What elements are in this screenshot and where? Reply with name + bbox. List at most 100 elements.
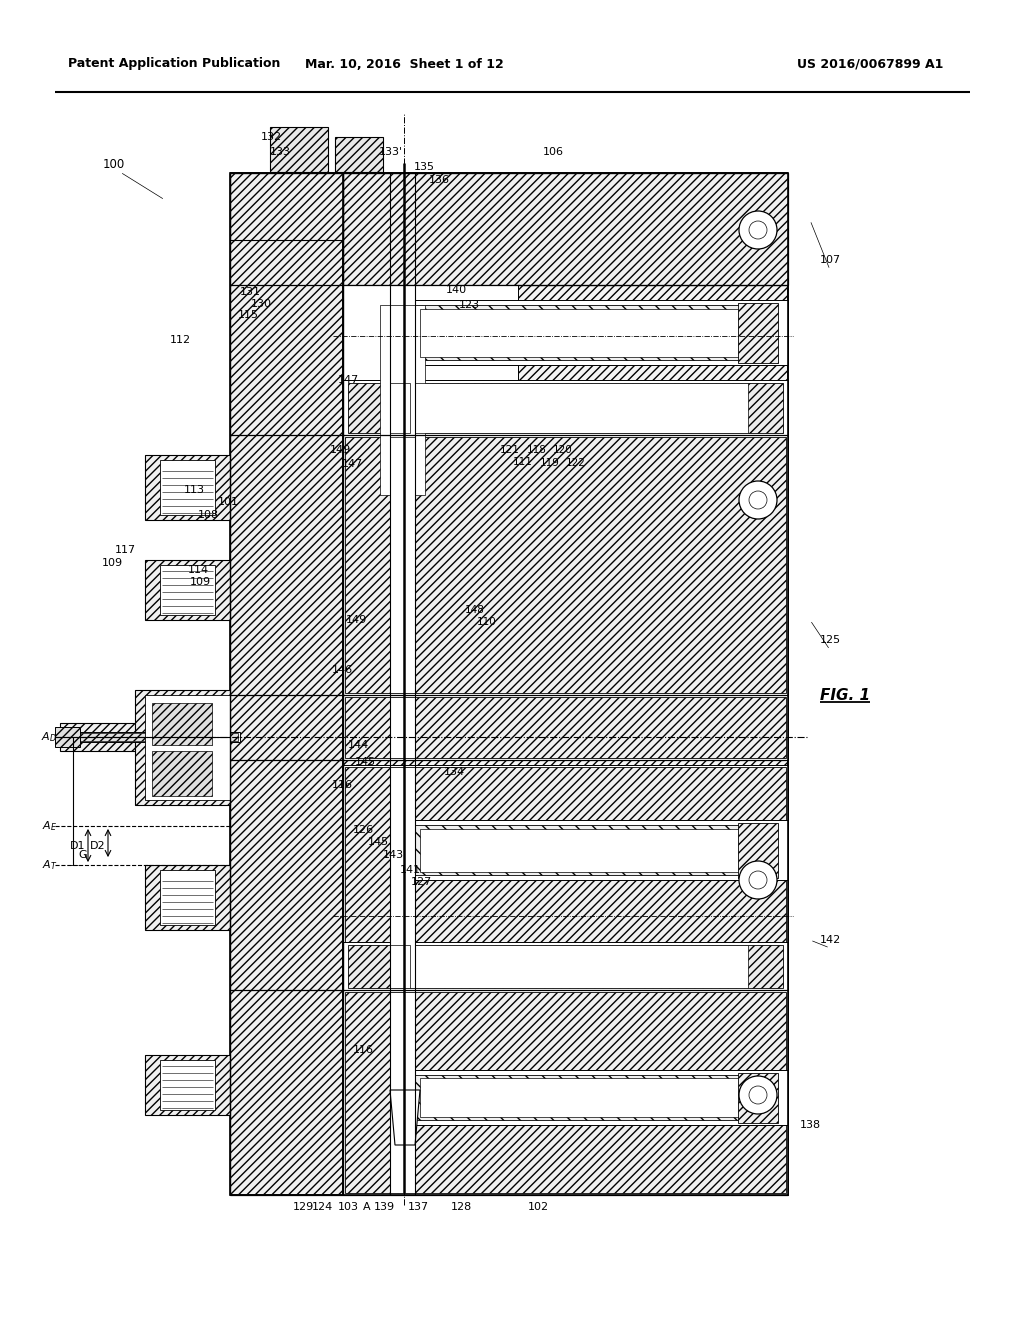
Text: 132: 132	[260, 132, 282, 143]
Text: 102: 102	[527, 1203, 549, 1212]
Text: 109: 109	[189, 577, 211, 587]
Bar	[160, 1060, 215, 1110]
Bar	[55, 733, 240, 742]
Bar	[343, 173, 788, 1195]
Bar	[390, 945, 410, 987]
Text: 118: 118	[527, 445, 547, 455]
Text: 108: 108	[198, 510, 218, 520]
Bar	[55, 727, 80, 747]
Text: 135: 135	[414, 162, 434, 172]
Bar	[160, 459, 215, 515]
Text: 110: 110	[477, 616, 497, 627]
Text: 116: 116	[352, 1045, 374, 1055]
Text: 119: 119	[540, 458, 560, 469]
Text: 100: 100	[102, 158, 125, 172]
Bar	[135, 690, 230, 805]
Text: 146: 146	[332, 665, 352, 675]
Text: 131: 131	[240, 286, 260, 297]
Bar	[152, 704, 212, 744]
Bar	[345, 437, 786, 693]
Text: 112: 112	[169, 335, 190, 345]
Text: 106: 106	[543, 147, 563, 157]
Text: 127: 127	[411, 876, 432, 887]
Text: 136: 136	[428, 176, 450, 185]
Bar	[145, 560, 230, 620]
Bar	[415, 945, 748, 987]
Bar	[270, 127, 328, 172]
Bar	[348, 945, 783, 987]
Circle shape	[749, 220, 767, 239]
Bar	[390, 697, 415, 758]
Text: Mar. 10, 2016  Sheet 1 of 12: Mar. 10, 2016 Sheet 1 of 12	[304, 58, 504, 70]
Text: 121: 121	[500, 445, 520, 455]
Text: Patent Application Publication: Patent Application Publication	[68, 58, 281, 70]
Bar	[343, 990, 788, 1195]
Text: D1: D1	[71, 841, 86, 851]
Bar	[738, 822, 778, 878]
Bar	[152, 751, 212, 796]
Text: 134: 134	[443, 767, 465, 777]
Polygon shape	[390, 1090, 420, 1144]
Bar	[343, 173, 788, 285]
Text: 129: 129	[293, 1203, 313, 1212]
Text: 126: 126	[352, 825, 374, 836]
Bar	[380, 305, 425, 495]
Text: US 2016/0067899 A1: US 2016/0067899 A1	[797, 58, 943, 70]
Text: 144: 144	[347, 741, 369, 750]
Bar	[145, 455, 230, 520]
Text: 107: 107	[819, 255, 841, 265]
Text: 138: 138	[800, 1119, 820, 1130]
Circle shape	[739, 1076, 777, 1114]
Text: 147: 147	[341, 459, 362, 469]
Bar	[738, 304, 778, 363]
Circle shape	[749, 871, 767, 888]
Text: 109: 109	[101, 558, 123, 568]
Bar	[57, 733, 238, 741]
Bar	[415, 1071, 788, 1125]
Text: $A_T$: $A_T$	[42, 858, 57, 873]
Text: 101: 101	[218, 498, 239, 507]
Bar	[420, 829, 743, 873]
Text: 116: 116	[332, 780, 352, 789]
Text: 137: 137	[408, 1203, 429, 1212]
Bar	[415, 820, 788, 880]
Text: G: G	[79, 850, 87, 861]
Text: 123: 123	[459, 300, 479, 310]
Text: 140: 140	[445, 285, 467, 294]
Circle shape	[749, 1086, 767, 1104]
Bar	[420, 1078, 743, 1117]
Text: 130: 130	[251, 300, 271, 309]
Bar	[160, 565, 215, 615]
Text: 124: 124	[311, 1203, 333, 1212]
Bar	[415, 300, 788, 366]
Bar	[345, 993, 786, 1193]
Bar	[230, 173, 343, 240]
Text: 142: 142	[819, 935, 841, 945]
Bar	[343, 380, 788, 436]
Circle shape	[739, 480, 777, 519]
Text: 149: 149	[330, 445, 350, 455]
Text: 147: 147	[337, 375, 358, 385]
Bar	[230, 173, 343, 1195]
Text: $A_D$: $A_D$	[41, 730, 57, 744]
Bar	[343, 436, 788, 696]
Text: 111: 111	[513, 457, 532, 467]
Bar	[415, 383, 748, 433]
Bar	[390, 383, 410, 433]
Text: 145: 145	[354, 756, 376, 767]
Text: 120: 120	[553, 445, 572, 455]
Text: 114: 114	[187, 565, 209, 576]
Bar	[343, 696, 788, 760]
Bar	[343, 766, 788, 990]
Text: 148: 148	[465, 605, 485, 615]
Bar	[343, 942, 788, 990]
Text: 128: 128	[451, 1203, 472, 1212]
Text: 139: 139	[374, 1203, 394, 1212]
Bar	[420, 309, 743, 356]
Bar	[390, 993, 415, 1193]
Bar	[160, 870, 215, 925]
Text: $A_E$: $A_E$	[42, 820, 57, 833]
Bar	[390, 437, 415, 693]
Text: 141: 141	[399, 865, 421, 875]
Circle shape	[749, 491, 767, 510]
